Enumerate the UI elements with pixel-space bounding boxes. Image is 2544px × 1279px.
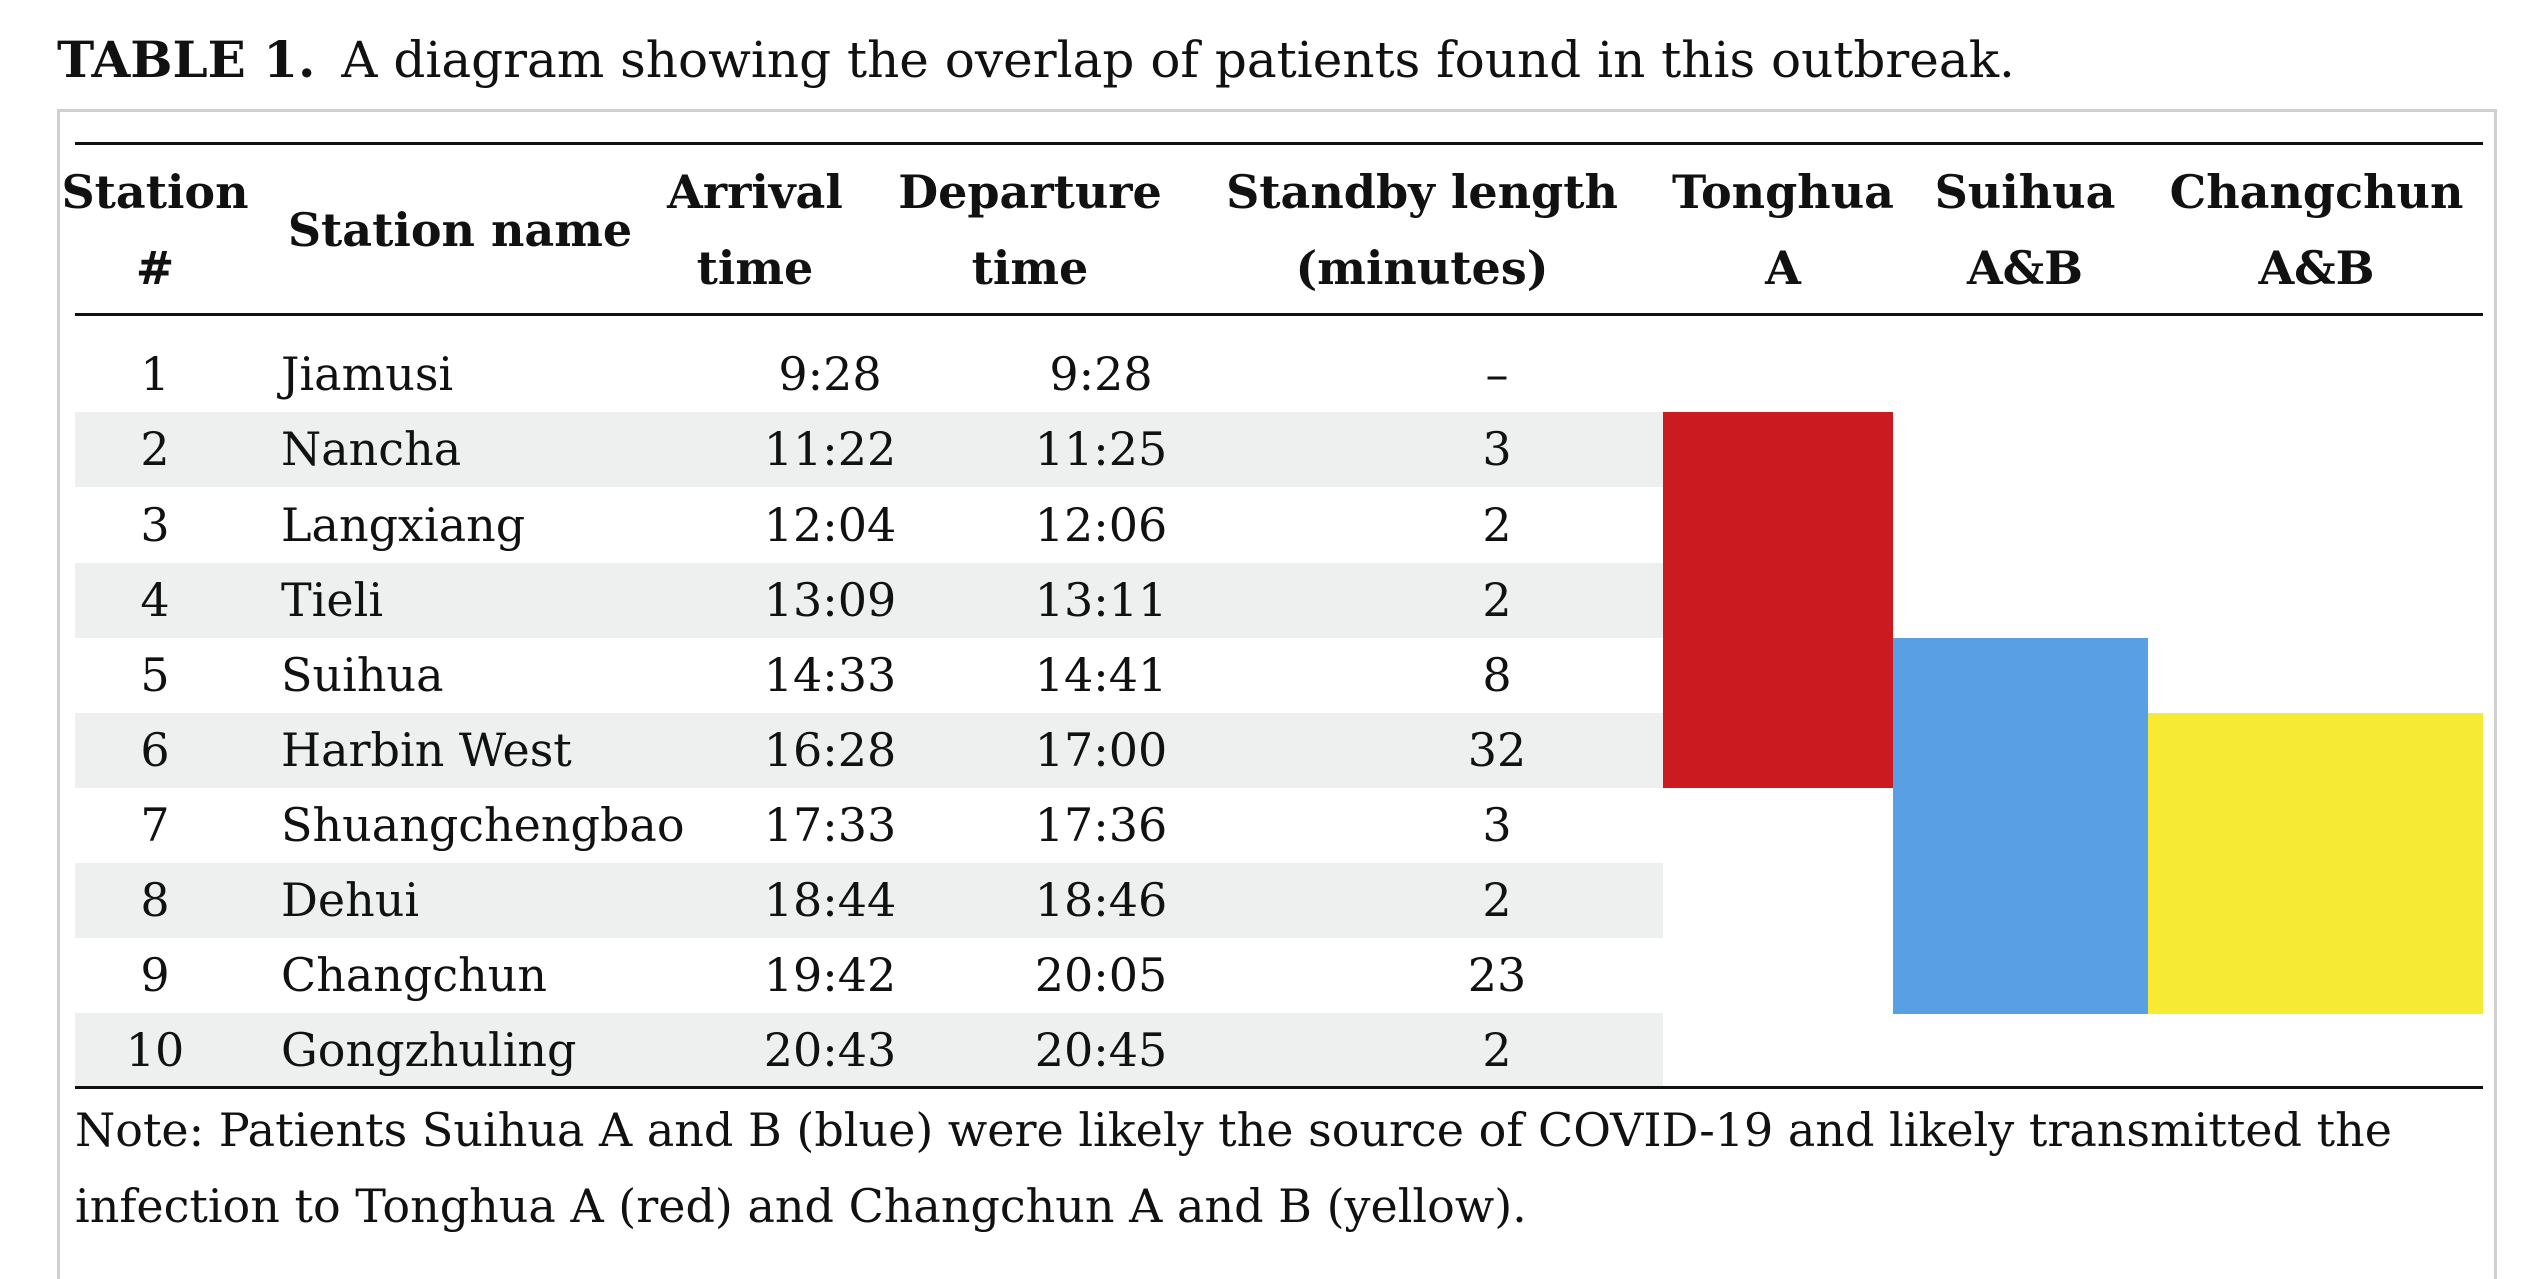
station-number: 4 — [140, 573, 170, 627]
changchun-ab-span-bar — [2148, 713, 2483, 1014]
header-departure-time: Departure time — [880, 150, 1180, 310]
station-name: Harbin West — [281, 723, 572, 777]
tonghua-a-span-bar — [1663, 412, 1893, 789]
table-row: 5 Suihua 14:33 14:41 8 — [75, 638, 1663, 713]
station-name: Jiamusi — [281, 347, 454, 401]
standby-length: 2 — [1482, 573, 1512, 627]
departure-time: 17:00 — [1034, 723, 1168, 777]
table-row: 2 Nancha 11:22 11:25 3 — [75, 412, 1663, 487]
arrival-time: 14:33 — [763, 648, 897, 702]
table-row: 8 Dehui 18:44 18:46 2 — [75, 863, 1663, 938]
station-name: Langxiang — [281, 498, 526, 552]
table-row: 7 Shuangchengbao 17:33 17:36 3 — [75, 788, 1663, 863]
station-number: 6 — [140, 723, 170, 777]
header-suihua: Suihua A&B — [1900, 150, 2150, 310]
station-name: Nancha — [281, 422, 462, 476]
arrival-time: 20:43 — [763, 1023, 897, 1077]
header-line: (minutes) — [1295, 241, 1549, 295]
arrival-time: 18:44 — [763, 873, 897, 927]
departure-time: 12:06 — [1034, 498, 1168, 552]
table-title: A diagram showing the overlap of patient… — [341, 31, 2015, 89]
header-line: Arrival — [667, 165, 843, 219]
station-name: Suihua — [281, 648, 444, 702]
arrival-time: 17:33 — [763, 798, 897, 852]
header-arrival-time: Arrival time — [630, 150, 880, 310]
header-line: A&B — [2258, 241, 2375, 295]
arrival-time: 19:42 — [763, 948, 897, 1002]
header-line: Station name — [287, 203, 633, 257]
arrival-time: 9:28 — [778, 347, 882, 401]
header-changchun: Changchun A&B — [2150, 150, 2483, 310]
table-label: TABLE 1. — [57, 30, 316, 89]
station-number: 2 — [140, 422, 170, 476]
header-line: # — [135, 241, 175, 295]
departure-time: 14:41 — [1034, 648, 1168, 702]
header-line: Standby length — [1226, 165, 1618, 219]
header-line: Tonghua — [1672, 165, 1894, 219]
header-line: A&B — [1966, 241, 2084, 295]
header-tonghua: Tonghua A — [1663, 150, 1903, 310]
station-number: 1 — [140, 347, 170, 401]
standby-length: 23 — [1467, 948, 1527, 1002]
table-caption: TABLE 1. A diagram showing the overlap o… — [57, 28, 2015, 92]
standby-length: 3 — [1482, 422, 1512, 476]
station-number: 5 — [140, 648, 170, 702]
table-row: 3 Langxiang 12:04 12:06 2 — [75, 488, 1663, 563]
departure-time: 17:36 — [1034, 798, 1168, 852]
station-name: Changchun — [281, 948, 547, 1002]
station-name: Shuangchengbao — [281, 798, 685, 852]
station-number: 9 — [140, 948, 170, 1002]
bottom-rule — [75, 1086, 2483, 1089]
station-name: Dehui — [281, 873, 420, 927]
station-number: 3 — [140, 498, 170, 552]
header-line: Station — [61, 165, 249, 219]
departure-time: 20:05 — [1034, 948, 1168, 1002]
departure-time: 18:46 — [1034, 873, 1168, 927]
arrival-time: 16:28 — [763, 723, 897, 777]
header-line: time — [971, 241, 1089, 295]
header-line: Suihua — [1934, 165, 2116, 219]
standby-length: 3 — [1482, 798, 1512, 852]
table-row: 1 Jiamusi 9:28 9:28 – — [75, 337, 1663, 412]
header-line: time — [696, 241, 814, 295]
departure-time: 9:28 — [1049, 347, 1153, 401]
standby-length: 2 — [1482, 1023, 1512, 1077]
header-station-name: Station name — [260, 150, 660, 310]
station-number: 7 — [140, 798, 170, 852]
station-number: 8 — [140, 873, 170, 927]
departure-time: 11:25 — [1034, 422, 1168, 476]
header-standby-length: Standby length (minutes) — [1217, 150, 1627, 310]
arrival-time: 13:09 — [763, 573, 897, 627]
station-name: Gongzhuling — [281, 1023, 577, 1077]
table-row: 10 Gongzhuling 20:43 20:45 2 — [75, 1013, 1663, 1088]
standby-length: 2 — [1482, 873, 1512, 927]
header-station-number: Station # — [61, 150, 248, 310]
header-rule — [75, 313, 2483, 316]
suihua-ab-span-bar — [1893, 637, 2148, 1014]
standby-length: 32 — [1467, 723, 1527, 777]
header-line: Changchun — [2169, 165, 2464, 219]
standby-length: – — [1485, 347, 1509, 401]
station-name: Tieli — [281, 573, 384, 627]
top-rule — [75, 142, 2483, 145]
departure-time: 13:11 — [1034, 573, 1168, 627]
table-row: 4 Tieli 13:09 13:11 2 — [75, 563, 1663, 638]
table-note: Note: Patients Suihua A and B (blue) wer… — [75, 1103, 2392, 1233]
table-row: 9 Changchun 19:42 20:05 23 — [75, 938, 1663, 1013]
standby-length: 2 — [1482, 498, 1512, 552]
standby-length: 8 — [1482, 648, 1512, 702]
station-number: 10 — [125, 1023, 185, 1077]
arrival-time: 12:04 — [763, 498, 897, 552]
header-line: Departure — [898, 165, 1162, 219]
header-line: A — [1765, 241, 1801, 295]
arrival-time: 11:22 — [763, 422, 897, 476]
table-row: 6 Harbin West 16:28 17:00 32 — [75, 713, 1663, 788]
departure-time: 20:45 — [1034, 1023, 1168, 1077]
table-frame — [57, 109, 2497, 1279]
